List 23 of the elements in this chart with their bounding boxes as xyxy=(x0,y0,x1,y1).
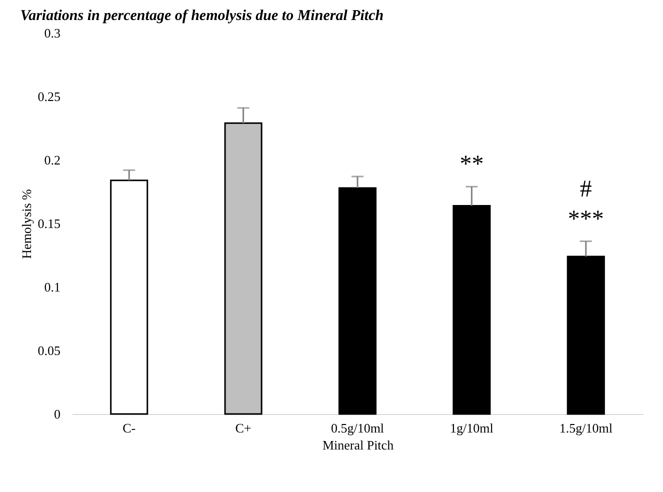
x-tick-label: 0.5g/10ml xyxy=(330,420,384,436)
annotation: ** xyxy=(460,152,484,178)
x-tick-label: 1g/10ml xyxy=(450,420,494,436)
y-tick-label: 0.15 xyxy=(38,216,60,231)
x-tick-label: 1.5g/10ml xyxy=(559,420,613,436)
bar xyxy=(452,204,491,415)
y-axis-title: Hemolysis % xyxy=(18,188,34,259)
chart-title: Variations in percentage of hemolysis due to Mineral Pitch xyxy=(20,8,384,24)
annotation: *** xyxy=(568,206,604,232)
y-tick-label: 0 xyxy=(54,406,60,422)
y-tick-label: 0.3 xyxy=(44,26,60,40)
y-tick-label: 0.1 xyxy=(44,280,60,294)
x-axis-title: Mineral Pitch xyxy=(322,438,394,452)
bar xyxy=(224,122,262,415)
x-tick-label: C+ xyxy=(235,420,252,436)
annotation: # xyxy=(580,176,592,202)
bar xyxy=(566,256,605,415)
bar xyxy=(338,187,377,415)
x-tick-label: C- xyxy=(122,420,136,436)
y-tick-label: 0.05 xyxy=(38,343,60,358)
bar xyxy=(110,180,148,415)
y-tick-label: 0.25 xyxy=(38,89,60,104)
y-tick-label: 0.2 xyxy=(44,152,60,168)
